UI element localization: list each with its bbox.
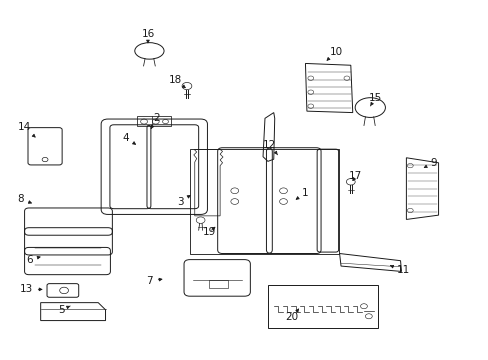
- Text: 18: 18: [168, 75, 185, 88]
- Text: 20: 20: [285, 309, 298, 322]
- Text: 9: 9: [424, 158, 436, 168]
- Bar: [267, 285, 377, 328]
- Text: 11: 11: [390, 265, 409, 275]
- Text: 7: 7: [146, 276, 162, 286]
- Text: 15: 15: [368, 93, 381, 106]
- Text: 6: 6: [26, 255, 40, 265]
- Text: 4: 4: [122, 133, 135, 144]
- Text: 14: 14: [18, 122, 35, 137]
- Bar: [137, 116, 171, 126]
- Text: 1: 1: [296, 188, 308, 199]
- Text: 2: 2: [151, 113, 160, 129]
- Text: 13: 13: [20, 284, 42, 294]
- Text: 19: 19: [203, 227, 216, 237]
- Text: 10: 10: [326, 46, 342, 60]
- Bar: [189, 149, 338, 253]
- Bar: [209, 280, 227, 288]
- Text: 5: 5: [58, 305, 70, 315]
- Text: 8: 8: [17, 194, 31, 204]
- Text: 3: 3: [177, 195, 190, 207]
- Text: 12: 12: [263, 140, 277, 155]
- Text: 16: 16: [141, 29, 154, 43]
- Text: 17: 17: [348, 171, 362, 181]
